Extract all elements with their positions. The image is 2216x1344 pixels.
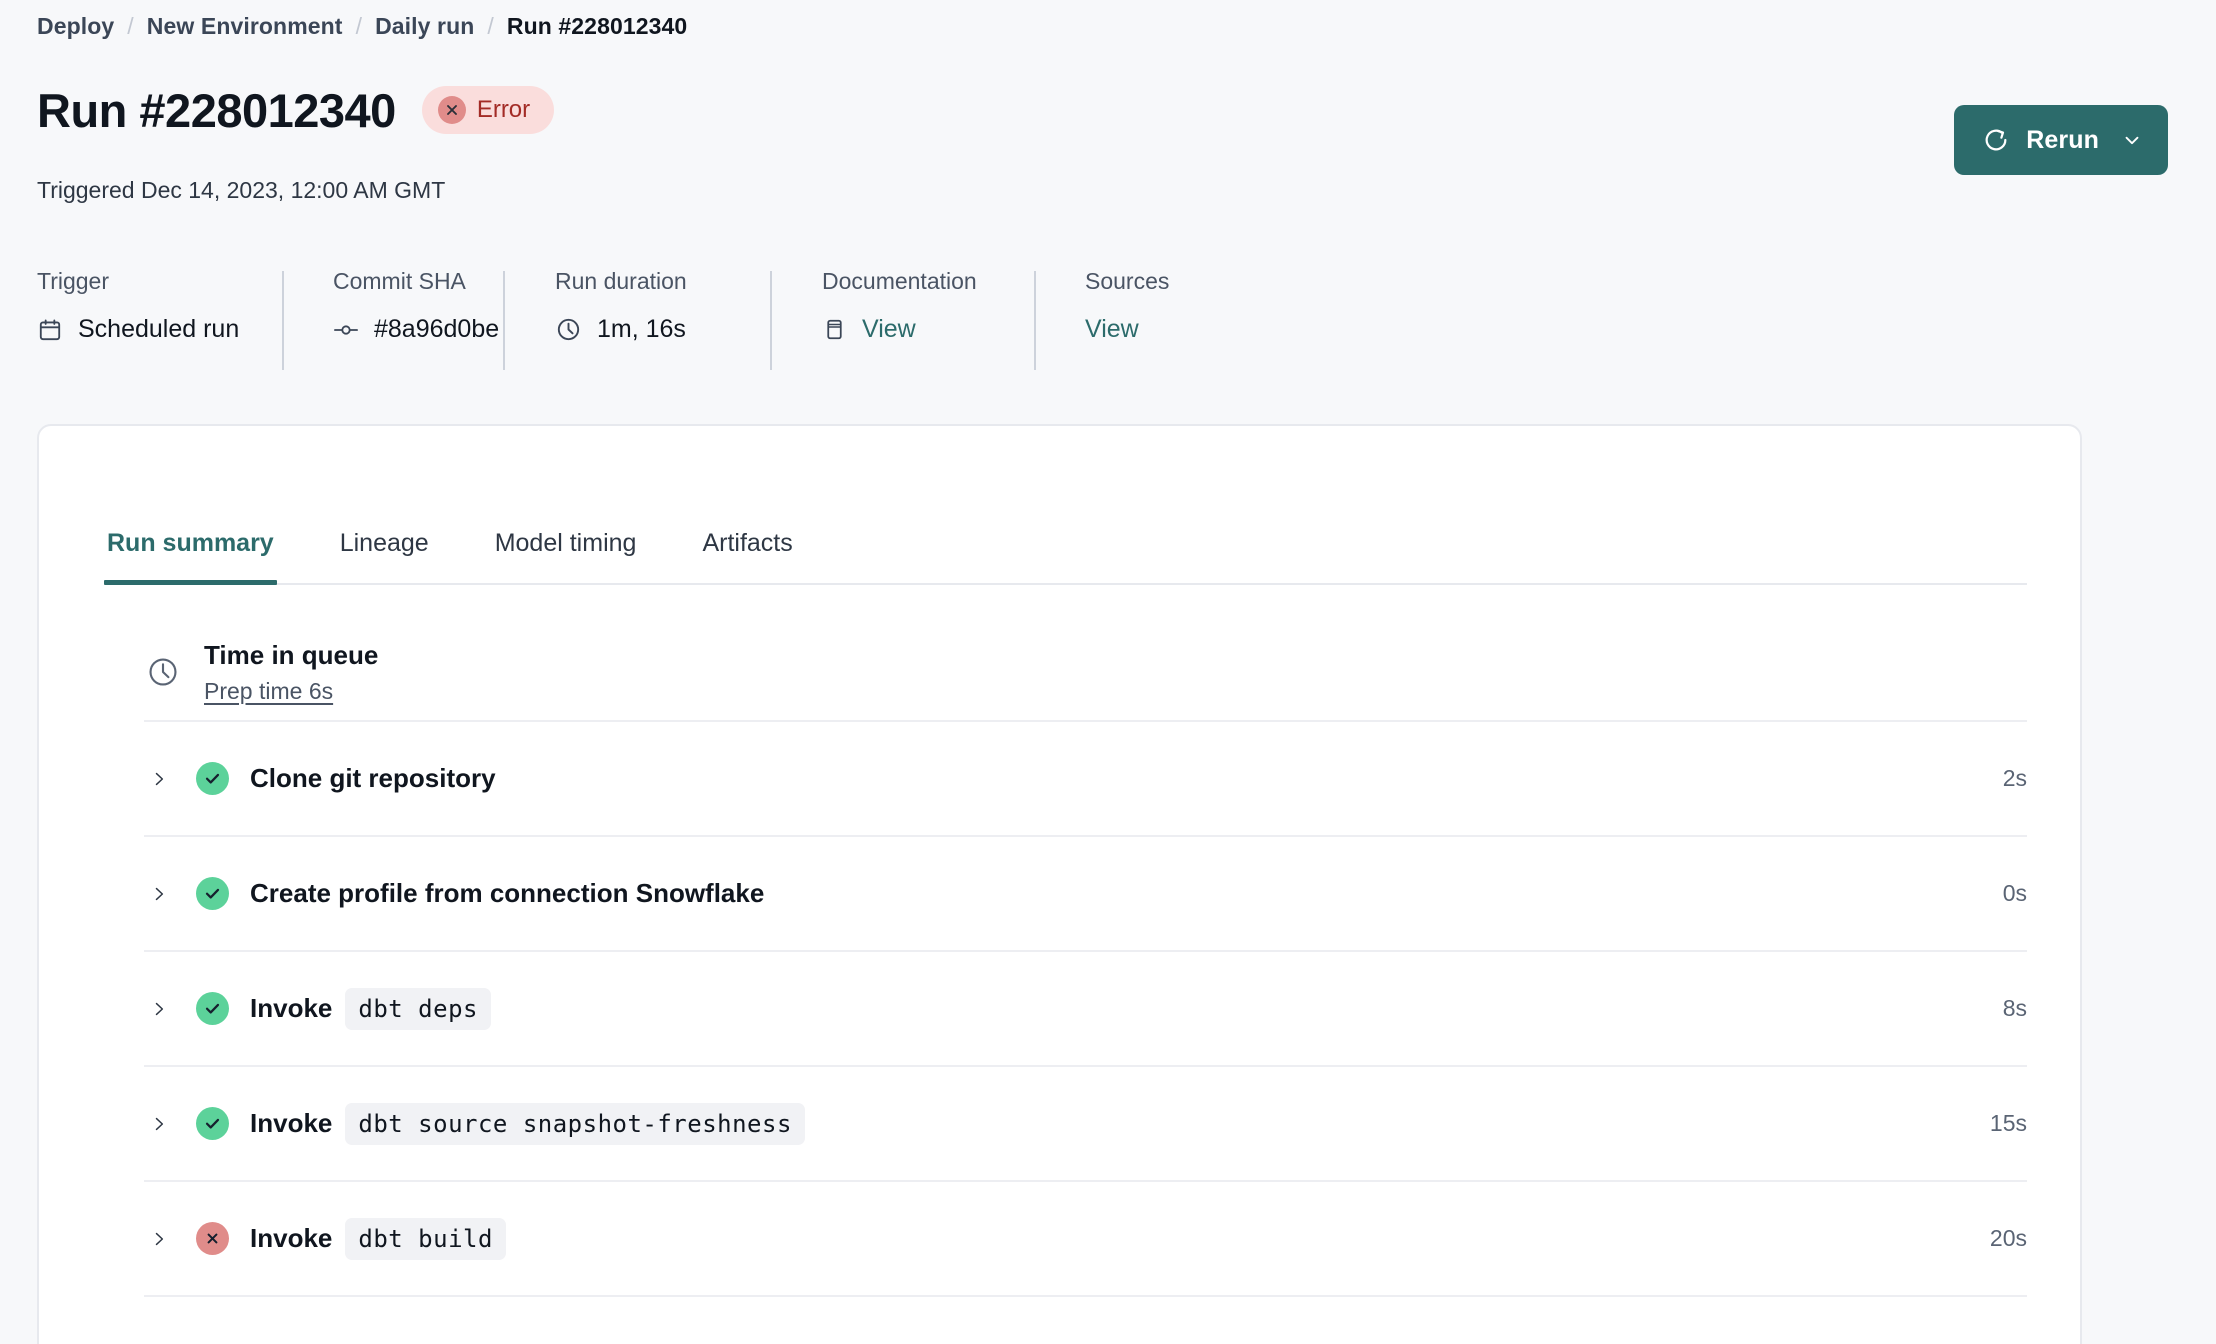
chevron-right-icon[interactable]: [144, 999, 174, 1019]
success-check-icon: [196, 992, 229, 1025]
meta-trigger-label: Trigger: [37, 268, 109, 294]
step-label-text: Invoke: [250, 1108, 333, 1138]
meta-trigger-text: Scheduled run: [78, 315, 240, 343]
success-check-icon: [196, 877, 229, 910]
chevron-down-icon[interactable]: [2121, 129, 2143, 151]
breadcrumb-separator: /: [355, 13, 363, 39]
step-label-text: Invoke: [250, 993, 333, 1023]
calendar-icon: [37, 317, 63, 343]
chevron-right-icon[interactable]: [144, 1229, 174, 1249]
breadcrumb-item-daily-run[interactable]: Daily run: [375, 13, 475, 39]
meta-commit-sha-label: Commit SHA: [333, 268, 466, 294]
meta-divider: [282, 271, 284, 370]
meta-divider: [770, 271, 772, 370]
prep-time-link[interactable]: Prep time 6s: [204, 678, 334, 705]
step-row[interactable]: Invoke dbt deps 8s: [144, 952, 2027, 1067]
step-label: Invoke dbt deps: [250, 987, 491, 1030]
chevron-right-icon[interactable]: [144, 884, 174, 904]
clock-icon: [555, 316, 582, 343]
run-triggered-timestamp: Triggered Dec 14, 2023, 12:00 AM GMT: [37, 177, 446, 203]
step-duration: 20s: [1989, 1225, 2027, 1251]
step-label: Clone git repository: [250, 763, 496, 794]
sources-view-link[interactable]: View: [1085, 315, 1139, 343]
breadcrumb-item-current-run: Run #228012340: [506, 13, 688, 39]
breadcrumb-separator: /: [487, 13, 494, 39]
step-row[interactable]: Invoke dbt source snapshot-freshness 15s: [144, 1067, 2027, 1182]
clock-icon: [144, 655, 182, 689]
chevron-right-icon[interactable]: [144, 1114, 174, 1134]
status-badge-label: Error: [476, 96, 531, 123]
tab-artifacts[interactable]: Artifacts: [702, 529, 793, 557]
tab-run-summary[interactable]: Run summary: [104, 529, 277, 585]
chevron-right-icon[interactable]: [144, 769, 174, 789]
breadcrumb-item-deploy[interactable]: Deploy: [37, 13, 115, 39]
run-steps-list: Time in queue Prep time 6s Clone g: [144, 624, 2027, 1297]
step-row[interactable]: Clone git repository 2s: [144, 722, 2027, 837]
documentation-view-link[interactable]: View: [862, 315, 916, 343]
success-check-icon: [196, 1107, 229, 1140]
step-row[interactable]: Create profile from connection Snowflake…: [144, 837, 2027, 952]
step-duration: 8s: [2002, 995, 2027, 1021]
meta-documentation: Documentation View: [772, 268, 1034, 374]
meta-run-duration-value: 1m, 16s: [555, 315, 770, 344]
book-icon: [822, 317, 847, 342]
run-meta-row: Trigger Scheduled run Commit SHA: [37, 268, 1236, 374]
meta-sources-value[interactable]: View: [1085, 315, 1236, 344]
meta-commit-sha-value: #8a96d0be: [333, 315, 503, 344]
git-commit-icon: [333, 317, 359, 343]
step-label: Create profile from connection Snowflake: [250, 878, 764, 909]
breadcrumb-separator: /: [127, 13, 134, 39]
breadcrumb-item-new-environment[interactable]: New Environment: [146, 13, 343, 39]
meta-commit-sha-text: #8a96d0be: [374, 315, 500, 343]
title-row: Run #228012340 Error: [37, 83, 555, 137]
meta-trigger: Trigger Scheduled run: [37, 268, 282, 374]
step-duration: 15s: [1989, 1110, 2027, 1136]
success-check-icon: [196, 762, 229, 795]
rerun-button[interactable]: Rerun: [1954, 105, 2168, 175]
time-in-queue-row: Time in queue Prep time 6s: [144, 624, 2027, 722]
meta-divider: [503, 271, 505, 370]
page-title: Run #228012340: [37, 83, 396, 137]
meta-commit-sha: Commit SHA #8a96d0be: [284, 268, 503, 374]
meta-trigger-value: Scheduled run: [37, 315, 282, 344]
x-circle-icon: [437, 96, 466, 124]
status-badge: Error: [421, 86, 555, 134]
meta-run-duration-label: Run duration: [555, 268, 687, 294]
step-label: Invoke dbt build: [250, 1217, 506, 1260]
meta-run-duration: Run duration 1m, 16s: [505, 268, 770, 374]
step-label-text: Invoke: [250, 1223, 333, 1253]
tab-bar: Run summary Lineage Model timing Artifac…: [104, 529, 2027, 585]
meta-sources: Sources View: [1036, 268, 1236, 374]
meta-sources-label: Sources: [1085, 268, 1170, 294]
step-label-text: Clone git repository: [250, 763, 496, 793]
step-label-text: Create profile from connection Snowflake: [250, 878, 765, 908]
refresh-icon: [1982, 126, 2010, 154]
step-command-chip: dbt deps: [345, 987, 491, 1030]
rerun-button-label: Rerun: [2026, 125, 2099, 154]
meta-documentation-value[interactable]: View: [822, 315, 1034, 344]
step-label: Invoke dbt source snapshot-freshness: [250, 1102, 805, 1145]
tab-lineage[interactable]: Lineage: [339, 529, 429, 557]
time-in-queue-title: Time in queue: [204, 639, 379, 670]
error-x-icon: [196, 1222, 229, 1255]
step-duration: 0s: [2002, 880, 2027, 906]
time-in-queue-text: Time in queue Prep time 6s: [204, 639, 378, 706]
meta-divider: [1034, 271, 1036, 370]
step-duration: 2s: [2002, 765, 2027, 791]
tab-model-timing[interactable]: Model timing: [494, 529, 637, 557]
run-detail-card: Run summary Lineage Model timing Artifac…: [37, 424, 2082, 1344]
meta-documentation-label: Documentation: [822, 268, 977, 294]
step-command-chip: dbt source snapshot-freshness: [345, 1102, 805, 1145]
step-row[interactable]: Invoke dbt build 20s: [144, 1182, 2027, 1297]
meta-run-duration-text: 1m, 16s: [597, 315, 686, 343]
step-command-chip: dbt build: [345, 1217, 506, 1260]
breadcrumb: Deploy / New Environment / Daily run / R…: [37, 13, 687, 40]
